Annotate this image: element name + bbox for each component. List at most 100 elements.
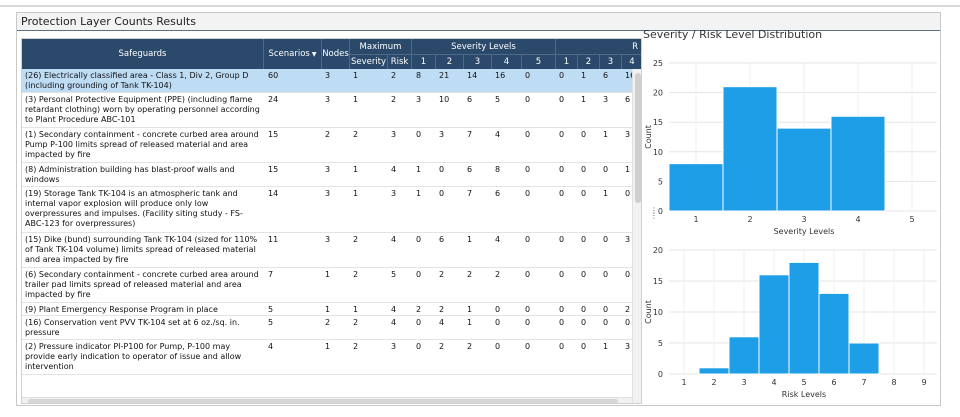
r4-cell: 2 — [625, 305, 631, 314]
splitter-handle[interactable]: ⋮ ⋮ — [650, 206, 658, 220]
r3-cell: 0 — [603, 165, 609, 174]
col-risk-level-1[interactable]: 1 — [556, 54, 578, 69]
col-risk-level-4[interactable]: 4 — [622, 54, 641, 69]
s2-cell: 2 — [439, 270, 445, 279]
r3-cell: 0 — [603, 270, 609, 279]
table-row[interactable]: (16) Conservation vent PVV TK-104 set at… — [22, 316, 641, 340]
s5-cell: 0 — [525, 130, 531, 139]
scenarios-cell: 14 — [268, 189, 279, 198]
r1-cell: 0 — [559, 130, 565, 139]
s1-cell: 0 — [416, 130, 422, 139]
s5-cell: 0 — [525, 189, 531, 198]
s3-cell: 7 — [467, 130, 473, 139]
bar[interactable] — [722, 86, 778, 212]
bar[interactable] — [698, 367, 730, 375]
safeguard-cell: (9) Plant Emergency Response Program in … — [25, 305, 218, 314]
s1-cell: 3 — [416, 95, 422, 104]
max_risk-cell: 3 — [391, 342, 397, 351]
col-severity-level-1[interactable]: 1 — [412, 54, 436, 69]
col-risk-level-2[interactable]: 2 — [578, 54, 600, 69]
max_risk-cell: 4 — [391, 165, 397, 174]
max_risk-cell: 2 — [391, 95, 397, 104]
chart-title: Severity / Risk Level Distribution — [643, 28, 823, 41]
col-safeguards[interactable]: Safeguards — [22, 39, 264, 69]
scenarios-cell: 15 — [268, 165, 279, 174]
table-row[interactable]: (2) Pressure indicator PI-P100 for Pump,… — [22, 340, 641, 375]
x-tick-label: 9 — [921, 378, 926, 387]
col-severity-level-3[interactable]: 3 — [464, 54, 492, 69]
bar[interactable] — [728, 336, 760, 375]
col-severity-level-5[interactable]: 5 — [522, 54, 556, 69]
col-severity-level-4[interactable]: 4 — [492, 54, 522, 69]
table-row[interactable]: (1) Secondary containment - concrete cur… — [22, 128, 641, 163]
risk-chart-svg: 0 5 10 15 20 1 2 3 4 5 6 7 8 9 Risk Levels Count — [644, 246, 937, 399]
y-tick-label: 10 — [653, 308, 663, 317]
max_sev-cell: 2 — [353, 235, 359, 244]
col-risk-level-3[interactable]: 3 — [600, 54, 622, 69]
s2-cell: 10 — [439, 95, 450, 104]
bar[interactable] — [758, 274, 790, 375]
s1-cell: 0 — [416, 318, 422, 327]
table-row[interactable]: (15) Dike (bund) surrounding Tank TK-104… — [22, 233, 641, 268]
y-tick-label: 20 — [653, 89, 663, 98]
s1-cell: 1 — [416, 189, 422, 198]
max_sev-cell: 2 — [353, 318, 359, 327]
table-horizontal-scrollbar[interactable] — [22, 397, 632, 403]
table-vertical-scrollbar[interactable] — [632, 69, 641, 403]
s4-cell: 4 — [495, 235, 501, 244]
s5-cell: 0 — [525, 95, 531, 104]
safeguard-cell: (2) Pressure indicator PI-P100 for Pump,… — [25, 342, 242, 371]
table-row[interactable]: (19) Storage Tank TK-104 is an atmospher… — [22, 187, 641, 233]
bar[interactable] — [830, 115, 886, 212]
s3-cell: 2 — [467, 342, 473, 351]
col-severity-level-2[interactable]: 2 — [436, 54, 464, 69]
col-group-risk-levels: R — [556, 39, 641, 54]
max_risk-cell: 5 — [391, 270, 397, 279]
max_sev-cell: 2 — [353, 130, 359, 139]
r2-cell: 0 — [581, 189, 587, 198]
table-row[interactable]: (6) Secondary containment - concrete cur… — [22, 268, 641, 303]
bar[interactable] — [788, 261, 820, 375]
x-tick-label: 1 — [693, 215, 698, 224]
table-row[interactable]: (8) Administration building has blast-pr… — [22, 163, 641, 187]
r1-cell: 0 — [559, 71, 565, 80]
table-header: Safeguards Scenarios ▼ Nodes Maximum Seve… — [22, 39, 641, 69]
col-max-risk-label: Risk — [390, 57, 409, 67]
r1-cell: 0 — [559, 95, 565, 104]
scenarios-cell: 60 — [268, 71, 279, 80]
s3-cell: 6 — [467, 165, 473, 174]
r4-cell: 6 — [625, 95, 631, 104]
x-tick-label: 5 — [909, 215, 914, 224]
scenarios-cell: 24 — [268, 95, 279, 104]
table-row[interactable]: (9) Plant Emergency Response Program in … — [22, 303, 641, 316]
bar[interactable] — [776, 127, 832, 212]
table-row[interactable]: (26) Electrically classified area - Clas… — [22, 69, 641, 93]
table-row[interactable]: (3) Personal Protective Equipment (PPE) … — [22, 93, 641, 128]
col-nodes[interactable]: Nodes — [322, 39, 350, 69]
col-max-risk[interactable]: Risk — [388, 54, 412, 69]
bar[interactable] — [818, 292, 850, 375]
max_sev-cell: 1 — [353, 189, 359, 198]
bar[interactable] — [668, 163, 724, 212]
r3-cell: 0 — [603, 305, 609, 314]
col-scenarios[interactable]: Scenarios ▼ — [264, 39, 322, 69]
r2-cell: 0 — [581, 318, 587, 327]
table-horizontal-scroll-thumb[interactable] — [28, 399, 618, 403]
s4-cell: 8 — [495, 165, 501, 174]
nodes-cell: 3 — [325, 71, 331, 80]
y-axis-label: Count — [644, 125, 653, 149]
y-tick-label: 25 — [653, 59, 663, 68]
s5-cell: 0 — [525, 318, 531, 327]
col-max-severity[interactable]: Severity — [350, 54, 388, 69]
severity-chart-svg: 0 5 10 15 20 25 1 2 3 4 5 Severity Levels Count — [644, 59, 937, 236]
table-vertical-scroll-thumb[interactable] — [635, 73, 641, 203]
bar[interactable] — [848, 342, 880, 375]
r3-cell: 3 — [603, 95, 609, 104]
x-tick-label: 4 — [771, 378, 776, 387]
y-tick-label: 10 — [653, 148, 663, 157]
safeguard-cell: (3) Personal Protective Equipment (PPE) … — [25, 95, 260, 124]
s5-cell: 0 — [525, 235, 531, 244]
x-tick-label: 5 — [801, 378, 806, 387]
s4-cell: 6 — [495, 189, 501, 198]
r4-cell: 0 — [625, 318, 631, 327]
